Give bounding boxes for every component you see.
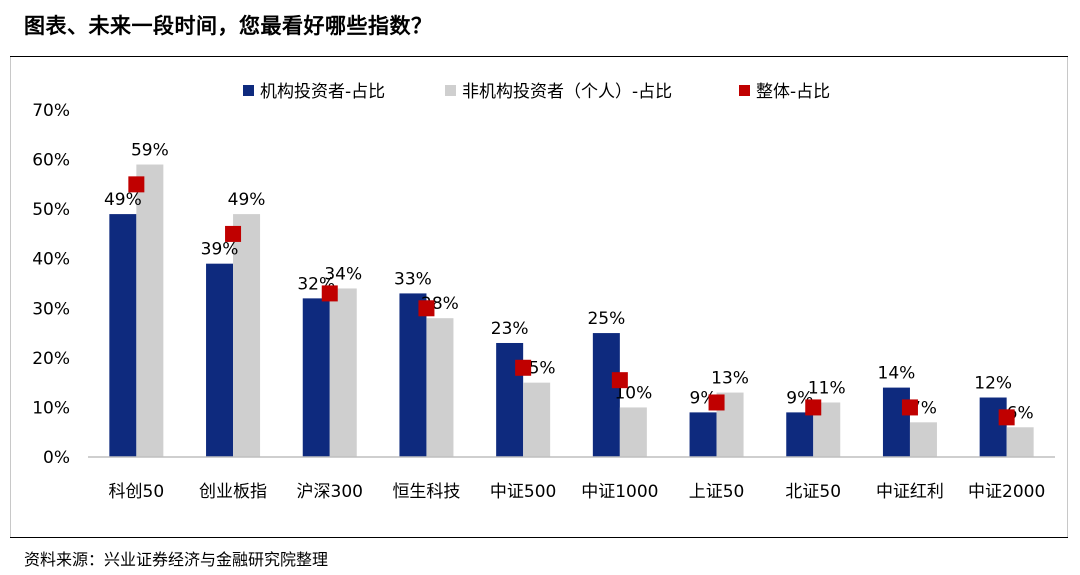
x-axis: 科创50 创业板指 沪深300 恒生科技 中证500 中证1000 上证50 北证50 中证红利…: [88, 456, 1055, 502]
bar-individual: [1006, 427, 1034, 457]
legend-label: 非机构投资者（个人）-占比: [462, 82, 672, 102]
x-tick-label: 中证1000: [581, 482, 658, 502]
bar-individual: [329, 288, 357, 457]
data-label-institutional: 12%: [974, 374, 1012, 394]
bar-individual: [523, 382, 551, 457]
bar-institutional: [979, 397, 1007, 457]
chart-frame: [10, 57, 1068, 537]
source-note: 资料来源：兴业证券经济与金融研究院整理: [24, 550, 329, 569]
bottom-rule: [10, 537, 1068, 538]
data-label-institutional: 25%: [587, 309, 625, 329]
bar-institutional: [399, 293, 427, 457]
y-tick-label: 70%: [32, 101, 70, 121]
data-label-institutional: 39%: [201, 240, 239, 260]
y-tick-label: 60%: [32, 151, 70, 171]
y-tick-label: 30%: [32, 299, 70, 319]
legend-swatch: [445, 85, 456, 96]
bar-institutional: [689, 412, 717, 457]
overall-marker: [901, 399, 918, 416]
y-tick-label: 40%: [32, 250, 70, 270]
legend-label: 机构投资者-占比: [260, 82, 385, 102]
overall-marker: [515, 359, 532, 376]
data-label-individual: 13%: [711, 369, 749, 389]
data-label-individual: 59%: [131, 141, 169, 161]
x-tick-label: 上证50: [689, 482, 745, 502]
bar-individual: [619, 407, 647, 457]
bar-individual: [426, 318, 454, 457]
x-tick-label: 恒生科技: [392, 482, 460, 502]
y-tick-label: 20%: [32, 349, 70, 369]
overall-marker: [611, 372, 628, 389]
y-tick-label: 10%: [32, 398, 70, 418]
overall-marker: [998, 409, 1015, 426]
chart-legend: 机构投资者-占比 非机构投资者（个人）-占比 整体-占比: [243, 82, 830, 102]
legend-label: 整体-占比: [756, 82, 830, 102]
legend-swatch: [243, 85, 254, 96]
bar-institutional: [592, 333, 620, 457]
x-tick-label: 北证50: [785, 482, 841, 502]
bar-individual: [233, 214, 261, 457]
overall-marker: [805, 399, 822, 416]
data-label-institutional: 33%: [394, 269, 432, 289]
overall-marker: [225, 225, 242, 242]
data-label-institutional: 23%: [491, 319, 529, 339]
overall-markers-group: [128, 176, 1015, 426]
data-label-individual: 34%: [324, 264, 362, 284]
bar-institutional: [786, 412, 814, 457]
top-rule: [10, 56, 1068, 57]
x-tick-label: 沪深300: [297, 482, 363, 502]
x-tick-label: 中证红利: [876, 482, 944, 502]
bar-institutional: [302, 298, 330, 457]
x-tick-label: 中证500: [490, 482, 556, 502]
x-tick-label: 科创50: [109, 482, 165, 502]
data-label-individual: 49%: [228, 190, 266, 210]
y-axis: 0% 10% 20% 30% 40% 50% 60% 70%: [32, 101, 70, 468]
overall-marker: [708, 394, 725, 411]
bar-institutional: [882, 387, 910, 457]
legend-swatch: [739, 85, 750, 96]
overall-marker: [321, 285, 338, 302]
data-label-institutional: 49%: [104, 190, 142, 210]
bars-group: [109, 164, 1034, 457]
data-label-individual: 11%: [808, 378, 846, 398]
bar-individual: [136, 164, 164, 457]
x-tick-label: 创业板指: [199, 482, 267, 502]
y-tick-label: 0%: [43, 448, 70, 468]
page-title: 图表、未来一段时间，您最看好哪些指数？: [24, 14, 433, 38]
overall-marker: [418, 300, 435, 317]
data-label-institutional: 14%: [878, 364, 916, 384]
overall-marker: [128, 176, 145, 193]
bar-institutional: [206, 263, 234, 457]
bar-institutional: [109, 214, 137, 457]
y-tick-label: 50%: [32, 200, 70, 220]
bar-individual: [909, 422, 937, 457]
x-tick-label: 中证2000: [968, 482, 1045, 502]
data-label-individual: 10%: [614, 383, 652, 403]
